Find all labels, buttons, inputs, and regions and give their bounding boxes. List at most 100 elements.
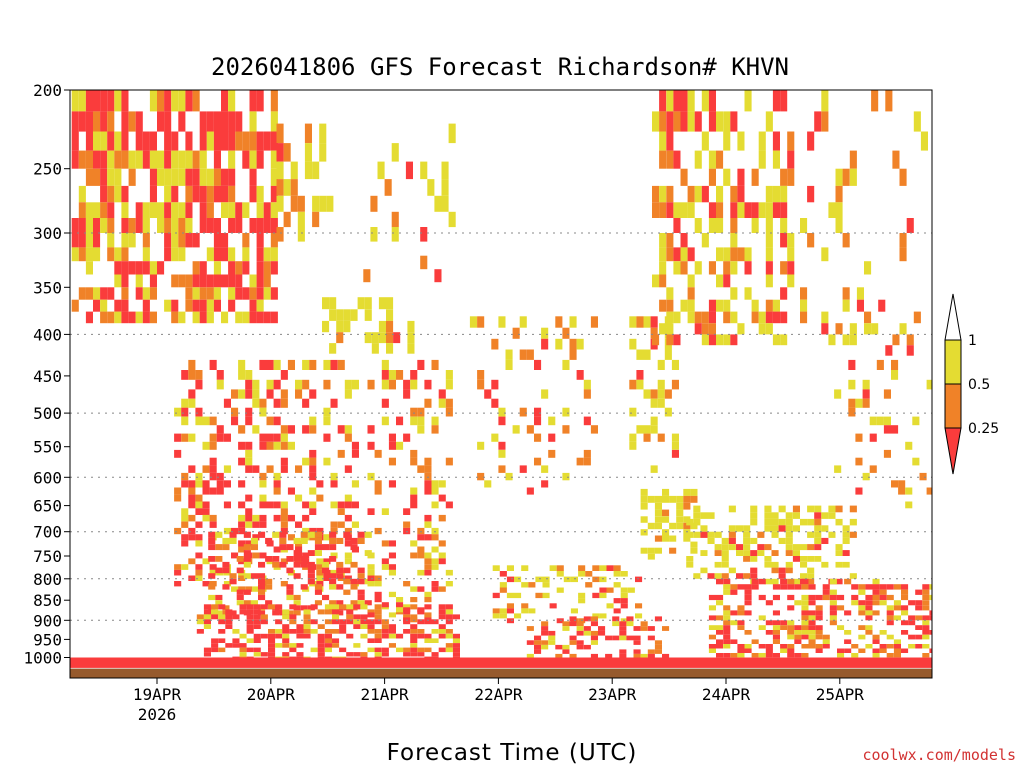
x-tick-label-19APR: 19APR: [133, 685, 182, 704]
ri-cell-346: [378, 320, 386, 333]
ri-cell-421: [195, 501, 203, 509]
ri-cell-1993: [865, 615, 873, 621]
ri-cell-480: [238, 425, 246, 434]
ri-cell-1323: [599, 613, 607, 619]
ri-cell-1733: [771, 512, 779, 519]
ri-cell-873: [246, 629, 254, 634]
ri-cell-1027: [410, 604, 418, 610]
ri-cell-132: [164, 131, 172, 151]
ri-cell-2103: [856, 287, 864, 300]
ri-cell-1345: [534, 635, 542, 641]
ri-cell-1470: [654, 516, 662, 523]
ri-cell-514: [252, 425, 260, 434]
ri-cell-878: [253, 609, 261, 615]
ri-cell-1661: [787, 150, 795, 169]
ri-cell-1219: [498, 407, 506, 417]
ri-cell-1657: [780, 287, 788, 300]
ri-cell-1877: [765, 648, 773, 653]
ri-cell-1413: [654, 644, 662, 650]
ri-cell-935: [310, 604, 318, 610]
ri-cell-406: [188, 487, 196, 495]
ri-cell-1753: [785, 550, 793, 556]
ri-cell-192: [199, 274, 207, 288]
ri-cell-2020: [886, 615, 894, 621]
ri-cell-1111: [388, 540, 396, 547]
ri-cell-1389: [612, 635, 620, 641]
ri-cell-2007: [872, 653, 880, 658]
ri-cell-931: [303, 624, 311, 629]
ri-cell-1810: [708, 615, 716, 621]
ri-cell-1592: [723, 131, 731, 151]
ri-cell-275: [256, 233, 264, 248]
ri-cell-1486: [676, 509, 684, 517]
ri-cell-240: [228, 287, 236, 300]
ri-cell-1785: [821, 512, 829, 519]
ri-cell-670: [351, 379, 359, 390]
ri-cell-54: [107, 150, 115, 169]
ri-cell-248: [235, 287, 243, 300]
ri-cell-1510: [659, 185, 667, 203]
ri-cell-1185: [431, 558, 439, 565]
ri-cell-388: [181, 407, 189, 417]
ri-cell-2140: [869, 433, 877, 442]
ri-cell-374: [441, 195, 449, 212]
ri-cell-1932: [808, 615, 816, 621]
ri-cell-1557: [694, 111, 702, 132]
ri-cell-1461: [640, 529, 648, 536]
ri-cell-1119: [396, 441, 404, 450]
ri-cell-574: [280, 581, 288, 587]
ri-cell-392: [181, 480, 189, 488]
ri-cell-684: [208, 594, 216, 601]
ri-cell-604: [309, 359, 317, 370]
ri-cell-1884: [772, 630, 780, 635]
ri-cell-1710: [743, 550, 751, 556]
ri-cell-1382: [590, 653, 598, 659]
ri-cell-1127: [403, 521, 411, 528]
ri-cell-1007: [381, 624, 389, 629]
ri-cell-1450: [664, 389, 672, 399]
ri-cell-130: [164, 90, 172, 112]
ri-cell-1985: [858, 625, 866, 630]
ri-cell-1439: [650, 425, 658, 434]
ri-cell-2037: [901, 605, 909, 611]
ri-cell-1353: [541, 644, 549, 650]
ri-cell-1042: [424, 604, 432, 610]
ri-cell-1101: [381, 540, 389, 547]
ri-cell-51: [107, 90, 115, 112]
ri-cell-274: [256, 218, 264, 233]
ri-cell-1909: [794, 630, 802, 635]
ri-cell-1181: [431, 501, 439, 509]
ri-cell-271: [256, 150, 264, 169]
ri-cell-2085: [821, 311, 829, 324]
ri-cell-1728: [764, 525, 772, 532]
ri-cell-221: [221, 131, 229, 151]
ri-cell-254: [242, 247, 250, 262]
ri-cell-819: [357, 567, 365, 574]
ri-cell-185: [199, 131, 207, 151]
ri-cell-1135: [410, 416, 418, 426]
ri-cell-1803: [842, 561, 850, 568]
ri-cell-1410: [647, 653, 655, 659]
ri-cell-1517: [659, 323, 667, 335]
ri-cell-107: [142, 233, 150, 248]
ri-cell-612: [309, 487, 317, 495]
ri-cell-1854: [744, 594, 752, 601]
ri-cell-1133: [410, 379, 418, 390]
ri-cell-36: [93, 233, 101, 248]
ri-cell-1663: [787, 233, 795, 248]
ri-cell-1083: [367, 569, 375, 576]
ri-cell-1231: [519, 407, 527, 417]
ri-cell-402: [188, 398, 196, 408]
ri-cell-646: [330, 552, 338, 559]
ri-cell-2025: [893, 584, 901, 590]
ri-cell-1409: [647, 649, 655, 654]
ri-cell-1479: [662, 535, 670, 542]
ri-cell-1605: [730, 247, 738, 262]
ri-cell-1065: [445, 629, 453, 634]
ri-cell-310: [283, 179, 291, 196]
ri-cell-2113: [892, 150, 900, 169]
ri-cell-896: [268, 647, 276, 653]
ri-cell-1305: [570, 576, 578, 583]
ri-cell-1414: [654, 649, 662, 654]
